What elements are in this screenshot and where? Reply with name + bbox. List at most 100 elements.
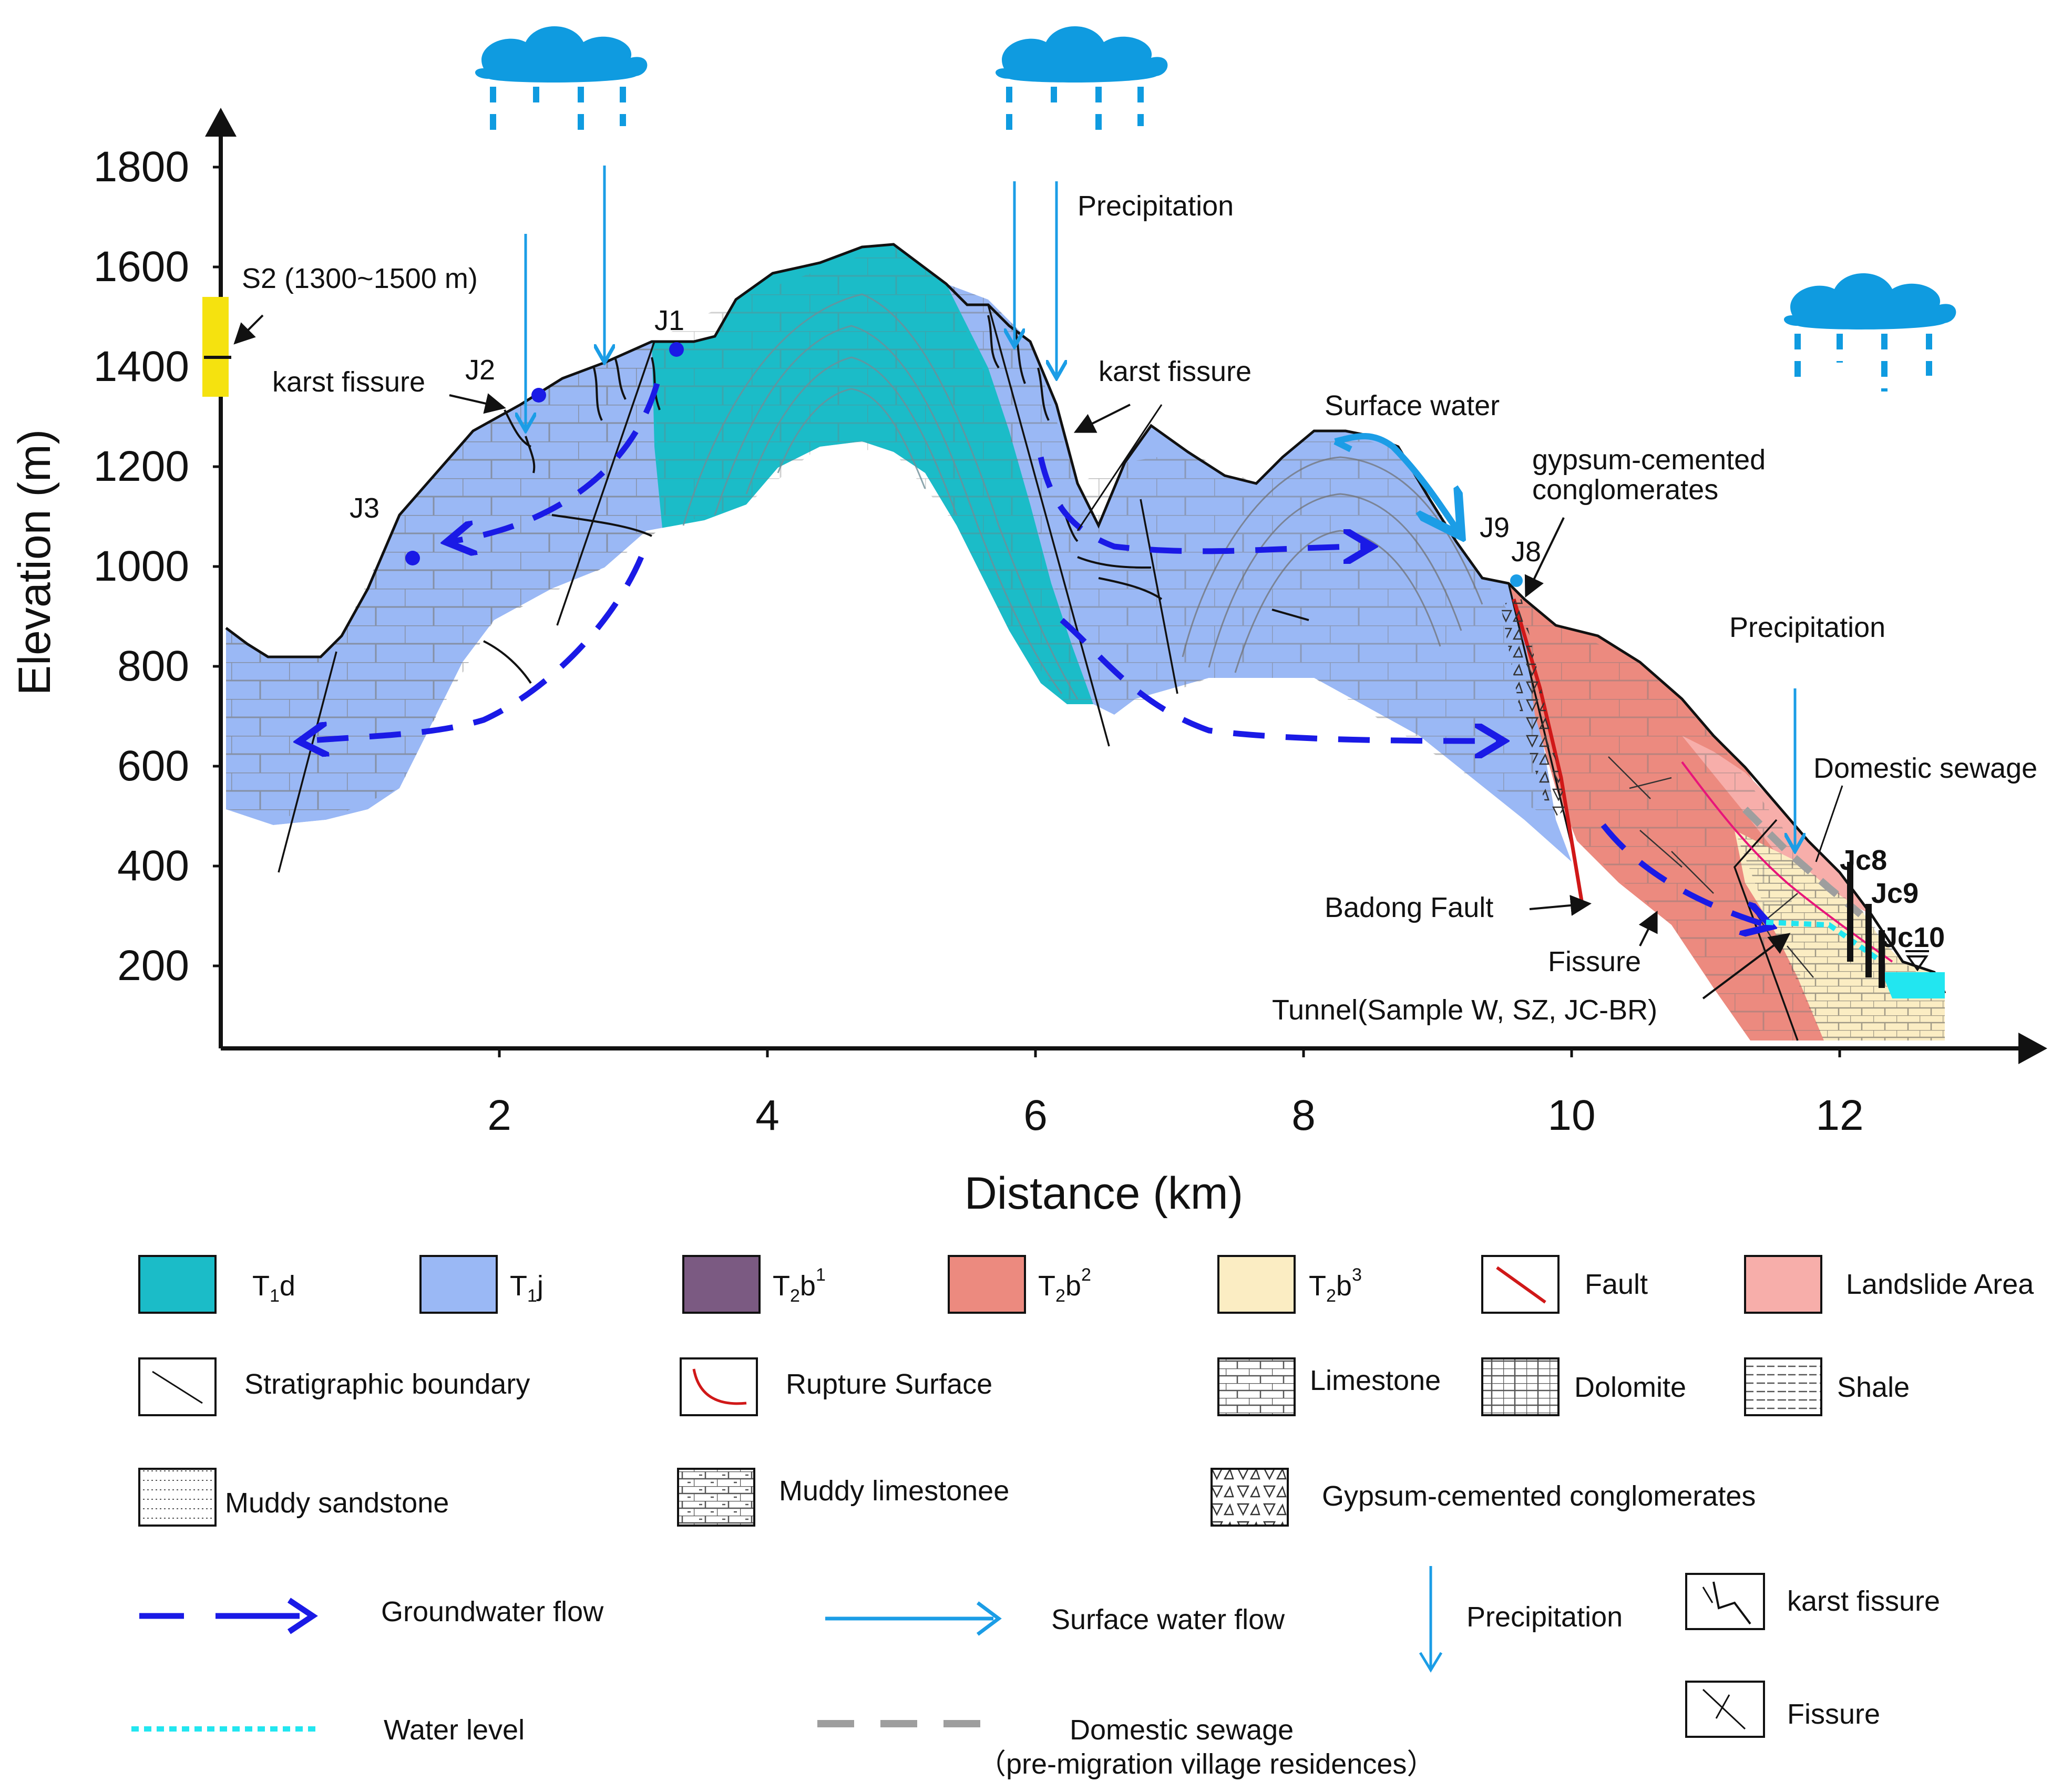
fold-core (221, 441, 1572, 1051)
label-jc8: Jc8 (1840, 844, 1887, 876)
legend-item-dolomite: Dolomite (1481, 1357, 1686, 1416)
cloud-icon (475, 26, 648, 139)
x-tick-label: 6 (1023, 1091, 1048, 1139)
label-j8: J8 (1511, 536, 1541, 568)
geologic-section (221, 243, 1946, 1051)
groundwater-flow-label: Groundwater flow (381, 1596, 604, 1628)
sample-points (405, 342, 684, 565)
t1j-base: T (510, 1270, 527, 1302)
groundwater-flow-paths (305, 383, 1766, 925)
cloud-icon (995, 26, 1168, 137)
label-j3: J3 (350, 492, 379, 524)
legend-item-precipitation: Precipitation (1419, 1566, 1623, 1673)
gypsum-conglomerates-label: Gypsum-cemented conglomerates (1322, 1480, 1756, 1512)
x-axis-title: Distance (km) (965, 1168, 1243, 1219)
domestic-sewage-legend-label: Domestic sewage (1070, 1714, 1294, 1746)
precipitation-arrows (526, 166, 1795, 851)
sample-wells (1847, 862, 1885, 988)
legend-item-shale: Shale (1744, 1357, 1910, 1416)
t1d-base: T (252, 1270, 270, 1302)
label-j1: J1 (654, 305, 684, 336)
karst-fissure-label-mid: karst fissure (1099, 356, 1252, 387)
y-tick-label: 1400 (94, 343, 189, 390)
gypsum-band (1501, 599, 1566, 820)
svg-text:T1d: T1d (252, 1270, 295, 1306)
x-tick-label: 10 (1547, 1091, 1595, 1139)
fissure-label: Fissure (1548, 946, 1641, 977)
label-j9: J9 (1480, 512, 1510, 543)
fault-label: Fault (1585, 1269, 1648, 1300)
legend-item-fissure: Fissure (1685, 1681, 1880, 1738)
legend-item-stratigraphic-boundary: Stratigraphic boundary (138, 1357, 530, 1416)
t2b2-base: T (1038, 1270, 1055, 1302)
precipitation-label-top: Precipitation (1078, 190, 1234, 222)
x-tick-label: 8 (1291, 1091, 1316, 1139)
domestic-sewage-line (1742, 807, 1863, 918)
y-axis-title: Elevation (m) (9, 429, 60, 696)
legend-item-domestic-sewage: Domestic sewage （pre-migration village r… (817, 1714, 1435, 1780)
karst-fissure-label: karst fissure (1787, 1585, 1940, 1617)
x-tick-label: 4 (755, 1091, 779, 1139)
svg-text:T2b1: T2b1 (773, 1265, 826, 1306)
muddy-limestone-label: Muddy limestonee (779, 1475, 1009, 1507)
karst-fissures (483, 315, 1309, 684)
legend-item-groundwater-flow: Groundwater flow (139, 1596, 604, 1634)
y-tick-label: 1600 (94, 243, 189, 291)
dolomite-label: Dolomite (1574, 1372, 1686, 1403)
t1d-sub: 1 (270, 1286, 280, 1306)
svg-text:T2b3: T2b3 (1309, 1265, 1362, 1306)
y-tick-label: 1000 (94, 542, 189, 590)
x-axis-arrowhead (2018, 1033, 2047, 1064)
y-axis-arrowhead (205, 108, 237, 137)
surface-water-flow-label: Surface water flow (1051, 1604, 1285, 1635)
t1d-suffix: d (280, 1270, 295, 1302)
gypsum-label-line1: gypsum-cemented (1532, 444, 1766, 476)
cloud-icon (1783, 273, 1956, 392)
stratigraphic-boundary-label: Stratigraphic boundary (244, 1368, 530, 1400)
axes: 1800 1600 1400 1200 1000 800 600 400 200… (9, 108, 2047, 1219)
label-jc10: Jc10 (1882, 922, 1945, 953)
y-tick-label: 200 (117, 942, 189, 990)
t2b1-sup: 1 (816, 1265, 826, 1285)
legend: T1d T1j T2b1 T2b2 T2b3 Fault Landslide A… (131, 1255, 2034, 1780)
surface-water-label: Surface water (1325, 390, 1500, 421)
legend-item-landslide-area: Landslide Area (1744, 1255, 2034, 1314)
x-tick-label: 12 (1815, 1091, 1863, 1139)
t2b2-sup: 2 (1081, 1265, 1091, 1285)
t2b3-suffix: b (1336, 1270, 1352, 1302)
y-tick-label: 1800 (94, 143, 189, 191)
legend-item-limestone: Limestone (1217, 1357, 1441, 1416)
x-tick-label: 2 (487, 1091, 511, 1139)
t2b2-sub: 2 (1055, 1286, 1065, 1306)
s2-elevation-bar (202, 297, 229, 397)
svg-text:T2b2: T2b2 (1038, 1265, 1091, 1306)
t2b3-sub: 2 (1326, 1286, 1336, 1306)
legend-item-gypsum-conglomerates: Gypsum-cemented conglomerates (1211, 1468, 1756, 1527)
limestone-label: Limestone (1310, 1365, 1441, 1396)
t1j-sub: 1 (527, 1286, 537, 1306)
sample-point-j2 (531, 388, 546, 403)
ground-surface (225, 243, 1946, 994)
legend-item-water-level: Water level (131, 1714, 525, 1746)
t2b3-sup: 3 (1352, 1265, 1362, 1285)
t2b3-base: T (1309, 1270, 1326, 1302)
gypsum-label-line2: conglomerates (1532, 474, 1718, 506)
legend-item-t1d: T1d (138, 1255, 295, 1314)
sample-point-j1 (669, 342, 684, 357)
legend-item-t1j: T1j (419, 1255, 543, 1314)
river-water (1882, 972, 1945, 998)
shale-label: Shale (1837, 1372, 1910, 1403)
domestic-sewage-note: （pre-migration village residences） (978, 1748, 1435, 1779)
t1j-suffix: j (536, 1270, 543, 1302)
t2b2-suffix: b (1065, 1270, 1081, 1302)
y-tick-label: 1200 (94, 442, 189, 490)
water-level-line (1766, 920, 1883, 964)
legend-item-t2b3: T2b3 (1217, 1255, 1362, 1314)
legend-item-t2b1: T2b1 (682, 1255, 826, 1314)
y-tick-label: 600 (117, 742, 189, 790)
precipitation-label-right: Precipitation (1729, 612, 1885, 643)
y-tick-label: 400 (117, 842, 189, 890)
water-level-label: Water level (384, 1714, 525, 1746)
legend-item-t2b2: T2b2 (948, 1255, 1091, 1314)
